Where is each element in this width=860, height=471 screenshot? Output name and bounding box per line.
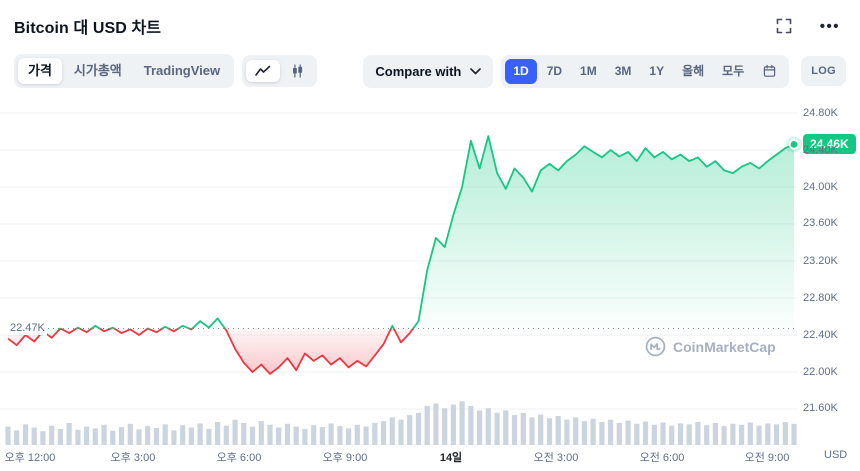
x-axis-label: 오후 12:00: [4, 452, 56, 464]
y-axis-label: 24.00K: [803, 181, 838, 193]
header-actions: •••: [776, 18, 840, 34]
range-1d[interactable]: 1D: [505, 58, 537, 84]
watermark-label: CoinMarketCap: [673, 338, 776, 355]
compare-with-button[interactable]: Compare with: [363, 54, 494, 88]
calendar-icon: [764, 64, 776, 77]
page-title: Bitcoin 대 USD 차트: [14, 20, 162, 37]
range-all[interactable]: 모두: [714, 59, 752, 84]
chart-type-toggle: [242, 55, 318, 88]
x-axis-label: 오후 6:00: [216, 452, 262, 464]
compare-with-label: Compare with: [375, 63, 462, 79]
price-line: [7, 135, 795, 375]
y-axis-label: 24.80K: [803, 107, 838, 119]
currency-unit-label: USD: [824, 449, 848, 461]
range-ytd[interactable]: 올해: [674, 59, 712, 84]
chart-area: 22.47K 24.46K CoinMarketCap USD 24.80K 24…: [0, 100, 860, 471]
price-area-fill: [8, 136, 794, 374]
calendar-button[interactable]: [754, 59, 785, 83]
more-options-button[interactable]: •••: [820, 19, 840, 34]
range-3m[interactable]: 3M: [607, 59, 640, 84]
log-scale-button[interactable]: LOG: [801, 56, 846, 87]
x-axis-label: 오후 9:00: [322, 452, 368, 464]
chart-header: Bitcoin 대 USD 차트 •••: [0, 0, 860, 38]
volume-bars: [5, 401, 797, 445]
current-price-badge: 24.46K: [803, 134, 856, 154]
more-options-icon: •••: [819, 17, 840, 35]
y-axis-label: 22.00K: [803, 366, 838, 378]
fullscreen-icon: [776, 18, 792, 34]
x-axis-label: 오전 3:00: [533, 452, 579, 464]
last-price-marker: [786, 136, 802, 153]
price-marketcap-tabs: 가격 시가총액 TradingView: [14, 54, 235, 89]
chart-toolbar: 가격 시가총액 TradingView: [0, 38, 860, 89]
coinmarketcap-watermark: CoinMarketCap: [645, 336, 776, 357]
y-axis-label: 22.80K: [803, 292, 838, 304]
tab-marketcap[interactable]: 시가총액: [64, 58, 132, 84]
candlestick-button[interactable]: [282, 59, 313, 83]
x-axis-label: 14일: [439, 452, 463, 464]
x-axis-label: 오후 3:00: [110, 452, 156, 464]
tab-price[interactable]: 가격: [18, 58, 62, 85]
y-axis-label: 21.60K: [803, 402, 838, 414]
baseline-price-label: 22.47K: [8, 322, 47, 335]
line-chart-button[interactable]: [246, 60, 281, 83]
y-axis-label: 23.20K: [803, 255, 838, 267]
coinmarketcap-logo-icon: [645, 336, 666, 357]
range-1m[interactable]: 1M: [572, 59, 605, 84]
toolbar-left: 가격 시가총액 TradingView: [14, 54, 318, 89]
time-range-selector: 1D 7D 1M 3M 1Y 올해 모두: [501, 54, 790, 88]
x-axis-label: 오전 9:00: [744, 452, 790, 464]
fullscreen-button[interactable]: [776, 18, 792, 34]
chevron-down-icon: [470, 67, 482, 74]
toolbar-right: Compare with 1D 7D 1M 3M 1Y 올해 모두 LOG: [363, 54, 846, 88]
y-axis-label: 23.60K: [803, 217, 838, 229]
range-1y[interactable]: 1Y: [641, 59, 672, 84]
price-chart-canvas[interactable]: [0, 100, 860, 471]
line-chart-icon: [255, 65, 271, 76]
y-axis-label: 22.40K: [803, 329, 838, 341]
candlestick-icon: [293, 64, 303, 78]
tab-tradingview[interactable]: TradingView: [134, 58, 230, 84]
y-axis-label: 24.40K: [803, 144, 838, 156]
x-axis-label: 오전 6:00: [639, 452, 685, 464]
range-7d[interactable]: 7D: [539, 59, 570, 84]
